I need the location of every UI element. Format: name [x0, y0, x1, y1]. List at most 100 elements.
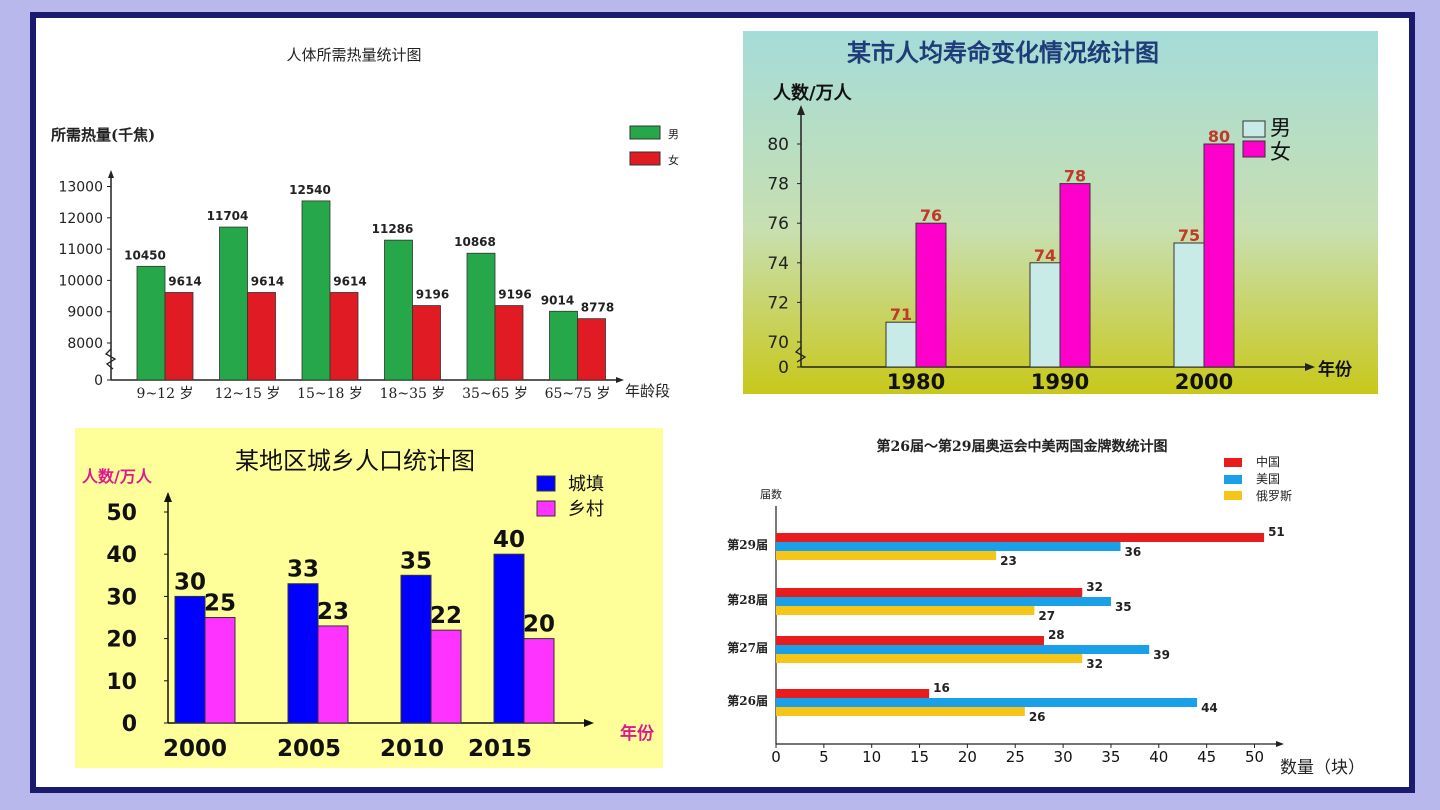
bar-female: [329, 292, 359, 381]
data-label: 12540: [289, 183, 331, 197]
bar-female: [412, 305, 441, 381]
data-label: 9614: [168, 274, 201, 288]
y-tick-label: 8000: [67, 336, 103, 352]
data-label: 32: [1086, 657, 1103, 671]
bar-male: [885, 321, 917, 368]
bar-village: [523, 638, 555, 724]
y-tick-label: 11000: [58, 242, 103, 258]
x-axis-label: 年份: [1318, 359, 1353, 380]
bar-female: [164, 292, 194, 381]
x-axis-arrow: [1305, 363, 1315, 371]
bar-china: [776, 689, 930, 698]
x-tick-label: 2000: [163, 736, 227, 762]
y-tick-label: 10: [106, 670, 137, 695]
bar-russia: [776, 551, 997, 560]
data-label: 20: [523, 612, 555, 638]
bar-russia: [776, 654, 1083, 663]
x-tick-label: 15~18 岁: [297, 386, 363, 402]
legend-swatch-female: [1242, 140, 1266, 158]
x-tick-label: 40: [1149, 748, 1168, 766]
axis-break: [794, 346, 807, 363]
bar-male: [384, 239, 413, 381]
y-tick-label: 70: [767, 333, 789, 353]
data-label: 11704: [207, 209, 249, 223]
data-label: 76: [920, 206, 942, 225]
x-axis-arrow: [1276, 741, 1284, 747]
x-tick-label: 20: [958, 748, 977, 766]
y-tick-label: 第26届: [727, 693, 768, 708]
bar-male: [1029, 262, 1061, 368]
legend-swatch-male: [629, 125, 661, 140]
legend-label-usa: 美国: [1256, 472, 1280, 486]
x-axis-label: 年份: [620, 723, 655, 744]
chart-title: 某地区城乡人口统计图: [235, 447, 475, 475]
data-label: 74: [1034, 246, 1056, 265]
y-tick-label: 第29届: [727, 537, 768, 552]
bar-china: [776, 588, 1083, 597]
y-tick-label: 20: [106, 628, 137, 653]
bar-male: [549, 310, 578, 381]
x-tick-label: 15: [910, 748, 929, 766]
bar-female: [494, 305, 524, 381]
y-axis-arrow: [797, 105, 805, 115]
lifespan-chart-panel: 某市人均寿命变化情况统计图 人数/万人 年份 男 女 0 70 72 74 76 78 80…: [743, 31, 1378, 394]
x-tick-label: 25: [1006, 748, 1025, 766]
legend-swatch-usa: [1224, 475, 1242, 484]
y-tick-label: 50: [106, 501, 137, 526]
bar-town: [400, 574, 432, 724]
data-label: 36: [1125, 545, 1142, 559]
legend-label-female: 女: [668, 153, 679, 167]
legend-label-male: 男: [668, 128, 679, 141]
bar-usa: [776, 542, 1121, 551]
calorie-chart-panel: 人体所需热量统计图 所需热量(千焦) 年龄段 男 女 0 8000 9000 1000…: [48, 28, 688, 408]
x-tick-label: 2005: [277, 736, 341, 762]
bar-russia: [776, 707, 1025, 716]
x-axis-arrow: [584, 719, 594, 727]
chart-title: 某市人均寿命变化情况统计图: [847, 38, 1159, 67]
olympic-medal-chart-panel: 第26届～第29届奥运会中美两国金牌数统计图 届数 数量（块） 中国 美国 俄罗…: [700, 428, 1400, 783]
data-label: 33: [287, 557, 319, 583]
bar-male: [466, 252, 496, 381]
legend-label-male: 男: [1270, 116, 1291, 140]
x-tick-label: 30: [1054, 748, 1073, 766]
x-tick-label: 0: [771, 748, 781, 766]
legend-swatch-female: [629, 151, 661, 166]
data-label: 16: [933, 681, 950, 695]
axis-break: [104, 348, 117, 370]
data-label: 10450: [124, 248, 166, 262]
bar-china: [776, 533, 1265, 542]
y-tick-label: 0: [122, 712, 137, 737]
y-tick-label: 80: [767, 135, 789, 155]
x-tick-label: 45: [1197, 748, 1216, 766]
y-tick-label: 10000: [58, 273, 103, 289]
olympic-medal-bar-chart: 第26届～第29届奥运会中美两国金牌数统计图 届数 数量（块） 中国 美国 俄罗…: [727, 438, 1365, 778]
y-axis-arrow: [108, 170, 114, 178]
x-tick-label: 2000: [1175, 370, 1233, 394]
lifespan-bar-chart: 某市人均寿命变化情况统计图 人数/万人 年份 男 女 0 70 72 74 76 78 80…: [767, 38, 1353, 394]
data-label: 22: [430, 603, 462, 629]
bar-usa: [776, 597, 1111, 606]
bar-town: [493, 553, 525, 724]
x-axis-label: 年龄段: [625, 382, 670, 400]
y-tick-label: 13000: [58, 180, 103, 196]
data-label: 44: [1201, 701, 1218, 715]
data-label: 30: [174, 569, 206, 595]
y-tick-label: 78: [767, 175, 789, 195]
x-axis-arrow: [616, 377, 624, 383]
y-tick-label: 30: [106, 585, 137, 610]
x-tick-label: 12~15 岁: [215, 386, 281, 402]
data-label: 40: [493, 527, 525, 553]
chart-title: 第26届～第29届奥运会中美两国金牌数统计图: [877, 438, 1168, 455]
x-tick-label: 65~75 岁: [545, 386, 611, 402]
x-tick-label: 18~35 岁: [380, 386, 446, 402]
y-axis-arrow: [164, 492, 172, 502]
y-tick-label: 0: [778, 358, 789, 378]
data-label: 11286: [372, 222, 414, 236]
data-label: 9614: [333, 274, 366, 288]
x-tick-label: 50: [1245, 748, 1264, 766]
data-label: 9014: [541, 293, 574, 307]
bar-town: [287, 583, 319, 724]
legend-swatch-village: [536, 500, 556, 517]
legend-swatch-male: [1242, 120, 1266, 138]
bar-town: [174, 595, 206, 724]
